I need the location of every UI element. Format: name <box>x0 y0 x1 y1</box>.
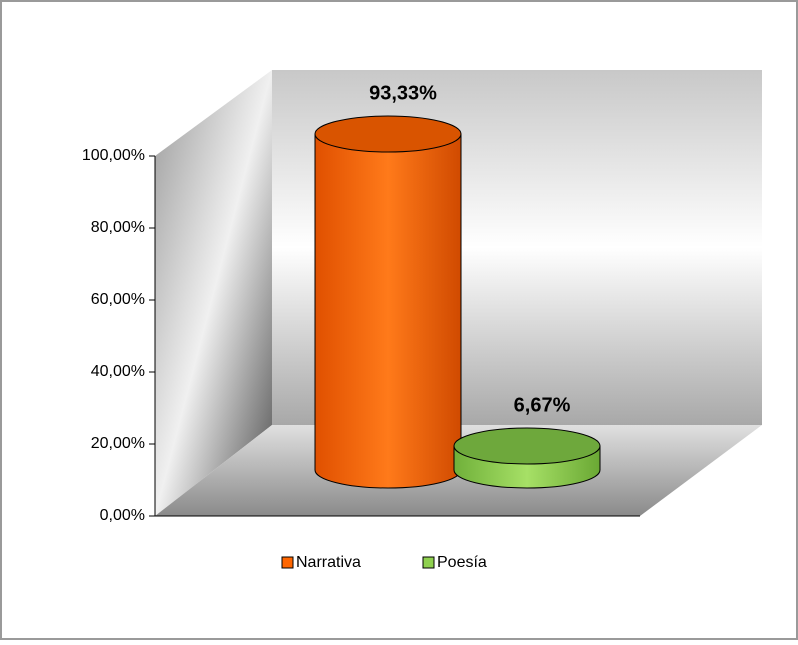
y-tick-label: 80,00% <box>91 219 145 236</box>
legend-label: Narrativa <box>296 554 361 571</box>
legend-label: Poesía <box>437 554 487 571</box>
y-tick-label: 100,00% <box>82 147 145 164</box>
y-tick-label: 60,00% <box>91 291 145 308</box>
cylinder <box>314 133 462 489</box>
side-wall <box>155 70 272 516</box>
value-label: 6,67% <box>514 394 571 416</box>
y-tick-label: 40,00% <box>91 363 145 380</box>
cylinder-top <box>453 427 601 465</box>
legend-swatch <box>422 556 435 569</box>
y-tick-label: 20,00% <box>91 435 145 452</box>
y-tick-label: 0,00% <box>100 507 145 524</box>
legend-swatch <box>281 556 294 569</box>
cylinder-top <box>314 115 462 153</box>
value-label: 93,33% <box>369 82 437 104</box>
